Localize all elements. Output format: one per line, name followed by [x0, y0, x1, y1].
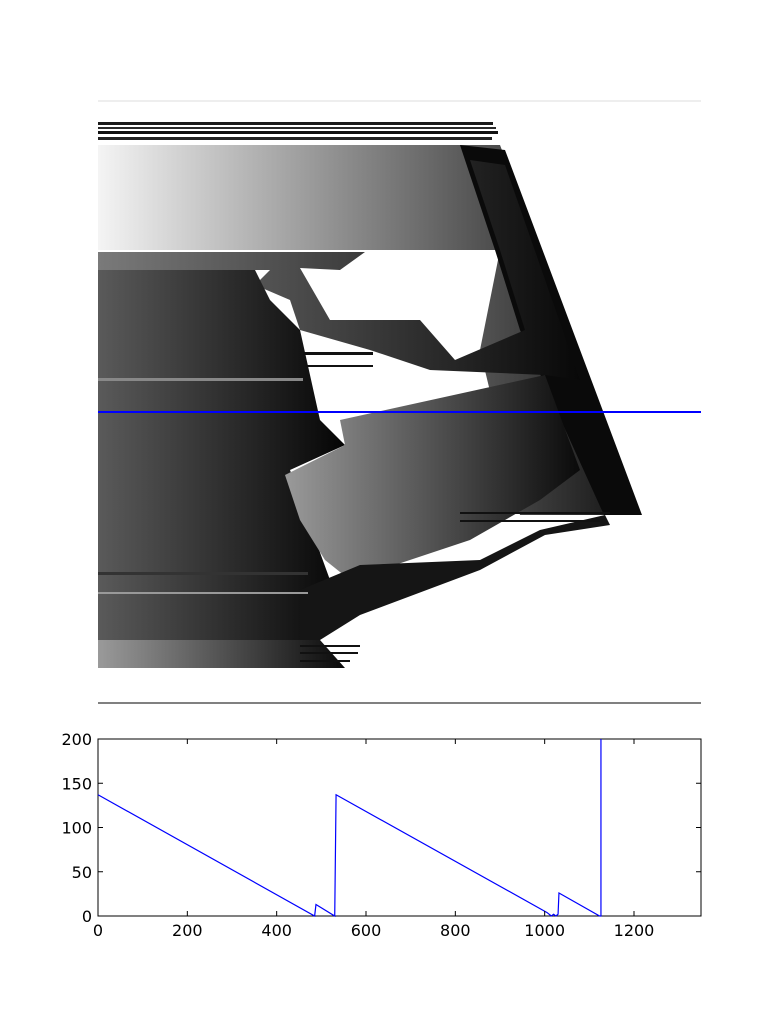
y-tick-label: 0 — [82, 907, 92, 926]
x-tick-label: 400 — [261, 921, 292, 940]
lower-band — [300, 515, 610, 640]
line-chart: 0 200 400 600 800 1000 1200 0 50 100 150 200 — [61, 730, 702, 940]
x-tick-label: 1200 — [614, 921, 655, 940]
center-lit-region — [285, 375, 580, 580]
chart-plot-area — [97, 738, 702, 917]
mid-streaks — [98, 352, 610, 594]
bottom-streaks — [300, 645, 360, 662]
x-axis-ticks: 0 200 400 600 800 1000 1200 — [93, 739, 654, 940]
bottom-strip — [98, 640, 345, 668]
x-tick-label: 800 — [440, 921, 471, 940]
top-streaks — [98, 122, 498, 140]
x-tick-label: 0 — [93, 921, 103, 940]
x-tick-label: 1000 — [524, 921, 565, 940]
y-axis-ticks: 0 50 100 150 200 — [61, 730, 701, 926]
x-tick-label: 600 — [351, 921, 382, 940]
depth-image-panel — [98, 100, 701, 704]
x-tick-label: 200 — [172, 921, 203, 940]
y-tick-label: 150 — [61, 774, 92, 793]
series-line-0 — [97, 739, 602, 918]
y-tick-label: 200 — [61, 730, 92, 749]
y-tick-label: 100 — [61, 819, 92, 838]
y-tick-label: 50 — [72, 863, 92, 882]
left-column — [98, 270, 345, 640]
